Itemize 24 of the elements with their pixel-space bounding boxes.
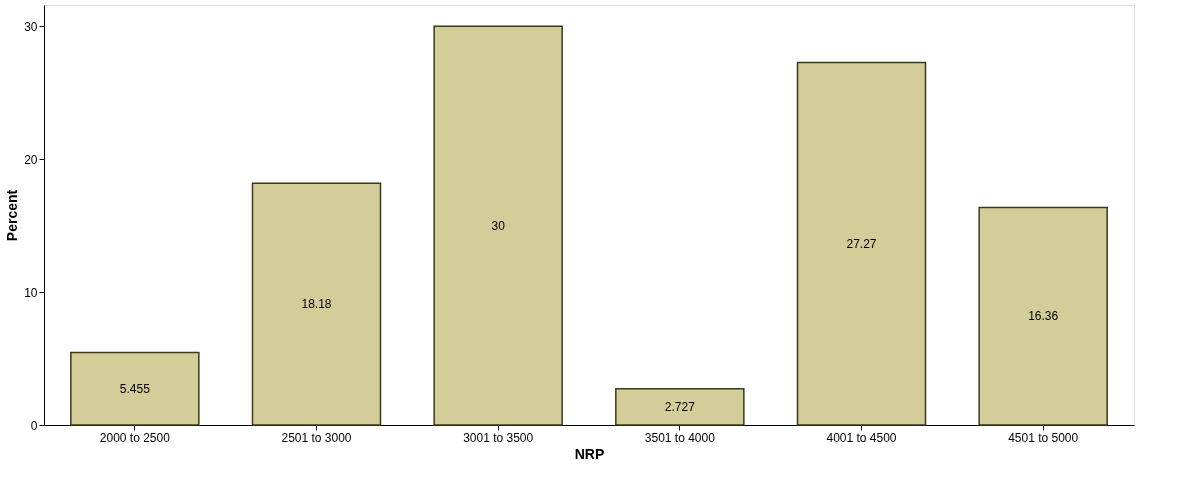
y-tick-label: 20 (24, 152, 38, 167)
y-tick-label: 10 (24, 285, 38, 300)
y-tick-label: 0 (30, 418, 38, 433)
x-tick-label: 3501 to 4000 (644, 430, 716, 445)
x-tick-label: 3001 to 3500 (463, 430, 534, 445)
bar (978, 206, 1108, 426)
data-label: 16.36 (1028, 309, 1059, 324)
data-label: 30 (491, 218, 506, 233)
bar (251, 182, 382, 426)
x-tick-label: 2501 to 3000 (281, 430, 352, 445)
y-tick-label: 30 (24, 19, 38, 34)
bar (796, 61, 927, 426)
y-axis-title: Percent (4, 189, 21, 242)
data-label: 27.27 (846, 236, 877, 251)
x-tick-label: 4501 to 5000 (1008, 430, 1079, 445)
x-tick-label: 4001 to 4500 (826, 430, 897, 445)
x-axis-title: NRP (574, 445, 605, 462)
data-label: 5.455 (119, 381, 151, 396)
bar (433, 25, 563, 426)
data-label: 18.18 (301, 297, 332, 312)
data-label: 2.727 (664, 399, 696, 414)
x-tick-label: 2000 to 2500 (99, 430, 171, 445)
bar (70, 351, 200, 426)
bar (615, 388, 745, 426)
